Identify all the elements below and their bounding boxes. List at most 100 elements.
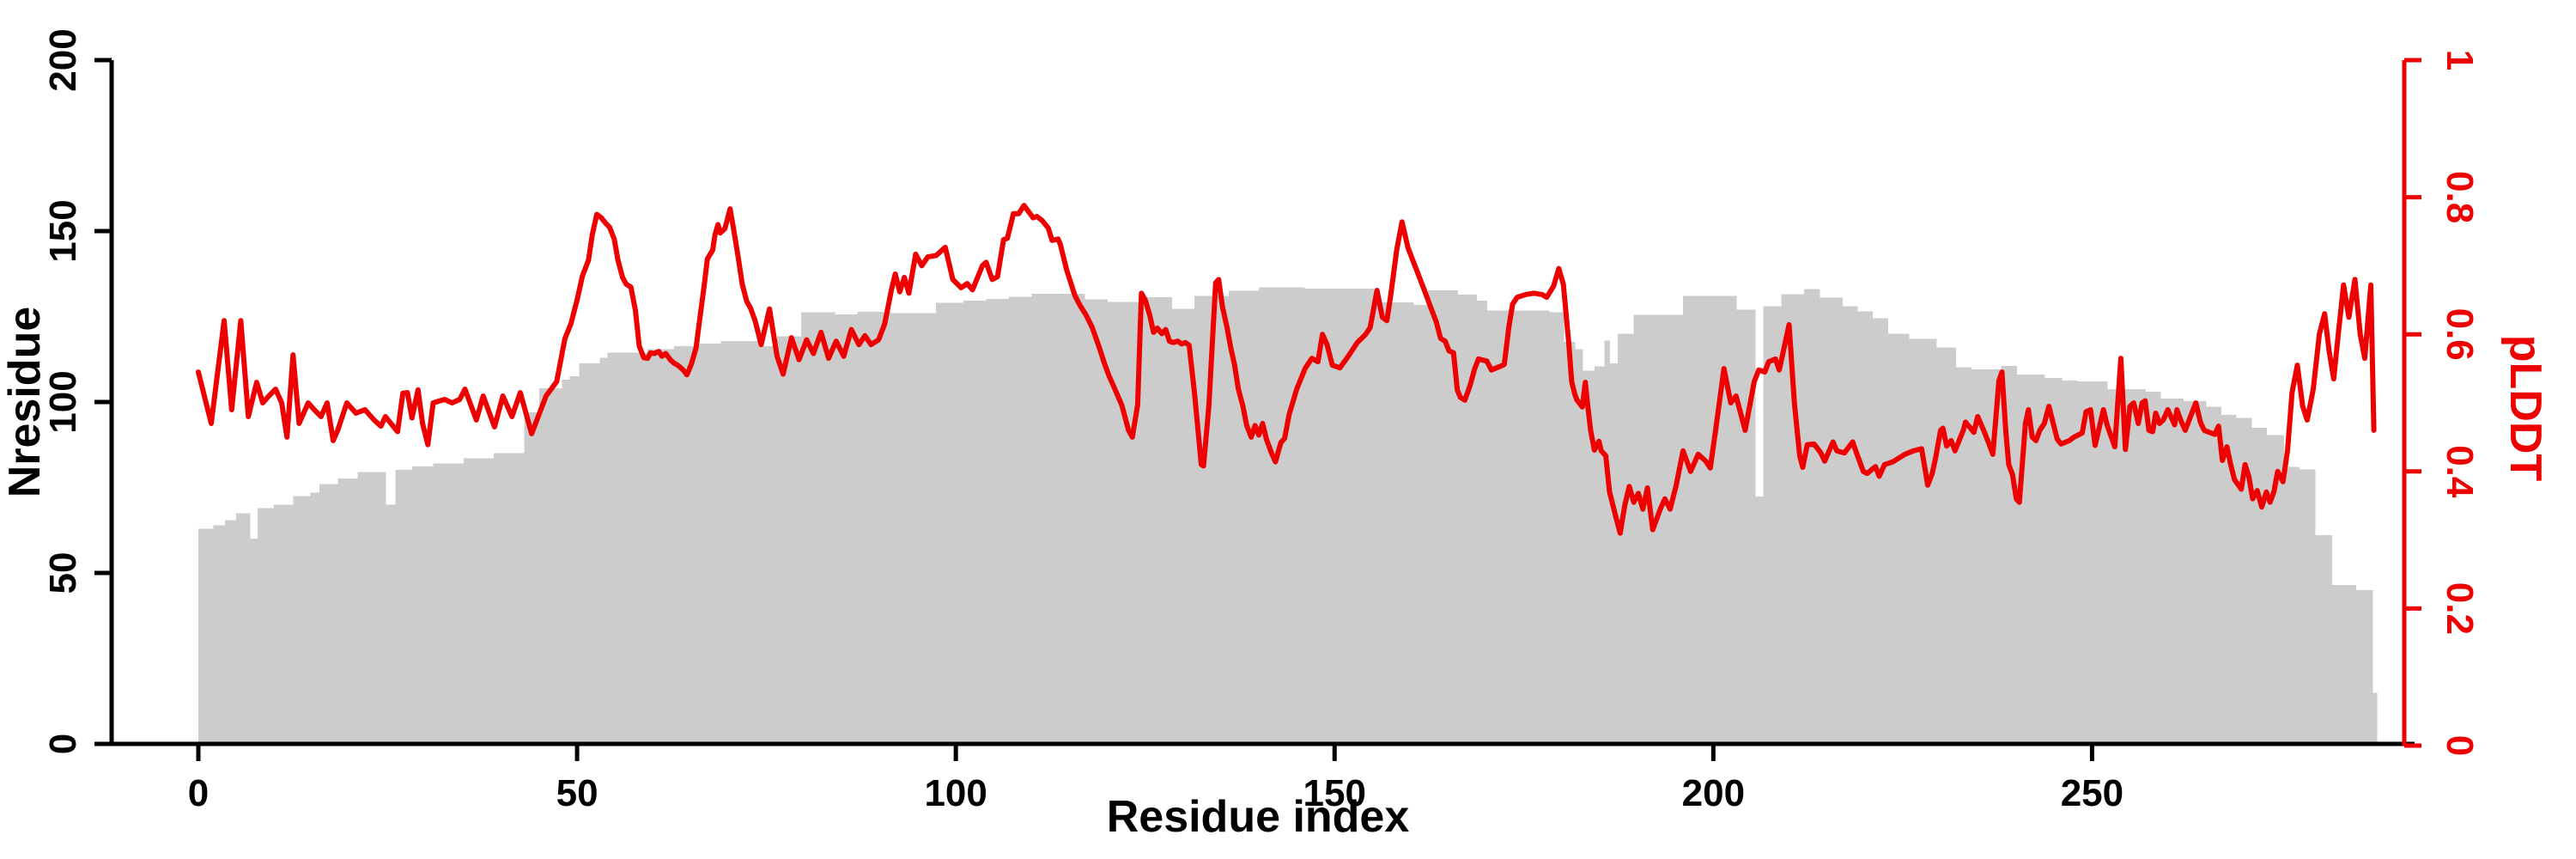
nresidue-bar-segment: [2314, 535, 2332, 744]
y-right-tick-label: 0.2: [2439, 582, 2481, 635]
nresidue-bar-segment: [760, 346, 778, 744]
nresidue-bar-segment: [411, 466, 434, 744]
nresidue-bar-segment: [2062, 380, 2078, 744]
nresidue-bar-segment: [986, 298, 1010, 745]
nresidue-bar-segment: [357, 472, 386, 744]
nresidue-bar-segment: [2331, 584, 2357, 744]
nresidue-bar-segment: [2299, 469, 2316, 744]
nresidue-bar-segment: [293, 496, 312, 744]
plddt-line: [196, 203, 2377, 536]
nresidue-bar-segment: [1457, 295, 1477, 744]
x-axis-title: Residue index: [1107, 792, 1410, 842]
nresidue-bar-segment: [257, 508, 275, 744]
nresidue-bar-segment: [857, 311, 891, 744]
nresidue-bar-segment: [569, 376, 580, 744]
nresidue-bar-segment: [249, 539, 258, 744]
nresidue-bar-segment: [2221, 415, 2237, 744]
nresidue-bar-segment: [2355, 589, 2373, 744]
nresidue-bar-segment: [801, 312, 835, 744]
nresidue-bar-segment: [890, 313, 937, 744]
nresidue-bar-segment: [2266, 435, 2285, 744]
nresidue-bar-segment: [835, 314, 859, 744]
nresidue-bar-segment: [1633, 314, 1684, 744]
nresidue-bar-segment: [236, 513, 251, 744]
nresidue-bar-segment: [538, 388, 563, 744]
nresidue-bar-segment: [494, 453, 525, 744]
nresidue-bar-segment: [562, 380, 570, 744]
y-left-tick-label: 100: [42, 370, 84, 433]
nresidue-bar-segment: [524, 411, 540, 744]
x-tick-label: 50: [556, 772, 598, 814]
nresidue-bars: [198, 287, 2378, 745]
nresidue-bar-segment: [1486, 310, 1550, 744]
nresidue-bar-segment: [698, 343, 722, 744]
nresidue-bar-segment: [1574, 349, 1583, 744]
y-left-tick-label: 200: [42, 28, 84, 91]
nresidue-bar-segment: [1819, 297, 1843, 744]
nresidue-bar-segment: [1887, 333, 1910, 744]
nresidue-bar-segment: [2205, 406, 2221, 744]
nresidue-bar-segment: [1872, 318, 1888, 744]
nresidue-bar-segment: [1683, 295, 1737, 744]
nresidue-bar-segment: [1735, 309, 1756, 744]
nresidue-bar-segment: [1563, 341, 1576, 744]
nresidue-bar-segment: [2283, 466, 2300, 744]
nresidue-bar-segment: [1084, 299, 1109, 745]
nresidue-bar-segment: [2251, 428, 2267, 744]
nresidue-bar-segment: [1145, 297, 1173, 744]
nresidue-bar-segment: [720, 340, 762, 744]
y-right-tick-label: 0: [2439, 735, 2481, 756]
nresidue-bar-segment: [337, 478, 358, 744]
nresidue-bar-segment: [198, 528, 215, 744]
y-left-tick-label: 150: [42, 199, 84, 262]
nresidue-bar-segment: [1618, 333, 1635, 744]
nresidue-bar-segment: [599, 357, 608, 744]
nresidue-bar-segment: [579, 363, 601, 744]
nresidue-bar-segment: [2044, 378, 2063, 744]
nresidue-bar-segment: [213, 525, 226, 744]
nresidue-bar-segment: [674, 346, 699, 744]
y-right-tick-label: 0.8: [2439, 171, 2481, 223]
nresidue-bar-segment: [1804, 289, 1820, 744]
nresidue-bar-segment: [2236, 417, 2252, 744]
nresidue-bar-segment: [936, 302, 964, 745]
nresidue-bar-segment: [2160, 399, 2184, 744]
nresidue-bar-segment: [607, 352, 648, 744]
nresidue-bar-segment: [1842, 306, 1858, 744]
y-right-tick-label: 0.6: [2439, 308, 2481, 361]
nresidue-bar-segment: [1955, 367, 1971, 744]
x-tick-label: 150: [1303, 772, 1366, 814]
nresidue-bar-segment: [1604, 340, 1611, 744]
nresidue-bar-segment: [1413, 304, 1429, 744]
nresidue-bar-segment: [647, 349, 675, 744]
y-right-tick-label: 0.4: [2439, 445, 2481, 498]
nresidue-bar-segment: [1609, 363, 1619, 744]
y-left-axis-title: Nresidue: [0, 307, 50, 498]
y-right-tick-label: 1: [2439, 50, 2481, 70]
y-right-axis-title: pLDDT: [2500, 335, 2550, 482]
nresidue-bar-segment: [1594, 366, 1605, 744]
nresidue-bar-segment: [1476, 301, 1488, 744]
y-left-tick-label: 0: [42, 734, 84, 754]
nresidue-bar-segment: [1548, 312, 1564, 744]
nresidue-bar-segment: [2001, 366, 2017, 744]
nresidue-bar-segment: [310, 492, 320, 744]
nresidue-bar-segment: [274, 504, 294, 744]
nresidue-bar-segment: [319, 484, 338, 744]
nresidue-bar-segment: [1031, 294, 1085, 744]
nresidue-bar-segment: [1754, 496, 1765, 744]
nresidue-bar-segment: [776, 336, 802, 744]
x-tick-label: 100: [924, 772, 987, 814]
nresidue-bar-segment: [1908, 338, 1937, 744]
nresidue-bar-segment: [385, 504, 396, 744]
nresidue-bar-segment: [1856, 311, 1874, 744]
x-tick-label: 0: [188, 772, 209, 814]
nresidue-bar-segment: [1582, 370, 1595, 744]
nresidue-bar-segment: [1374, 302, 1414, 744]
nresidue-bar-segment: [224, 520, 237, 744]
nresidue-bar-segment: [1303, 288, 1375, 744]
nresidue-bar-segment: [2183, 400, 2207, 744]
nresidue-bar-segment: [2145, 392, 2161, 744]
